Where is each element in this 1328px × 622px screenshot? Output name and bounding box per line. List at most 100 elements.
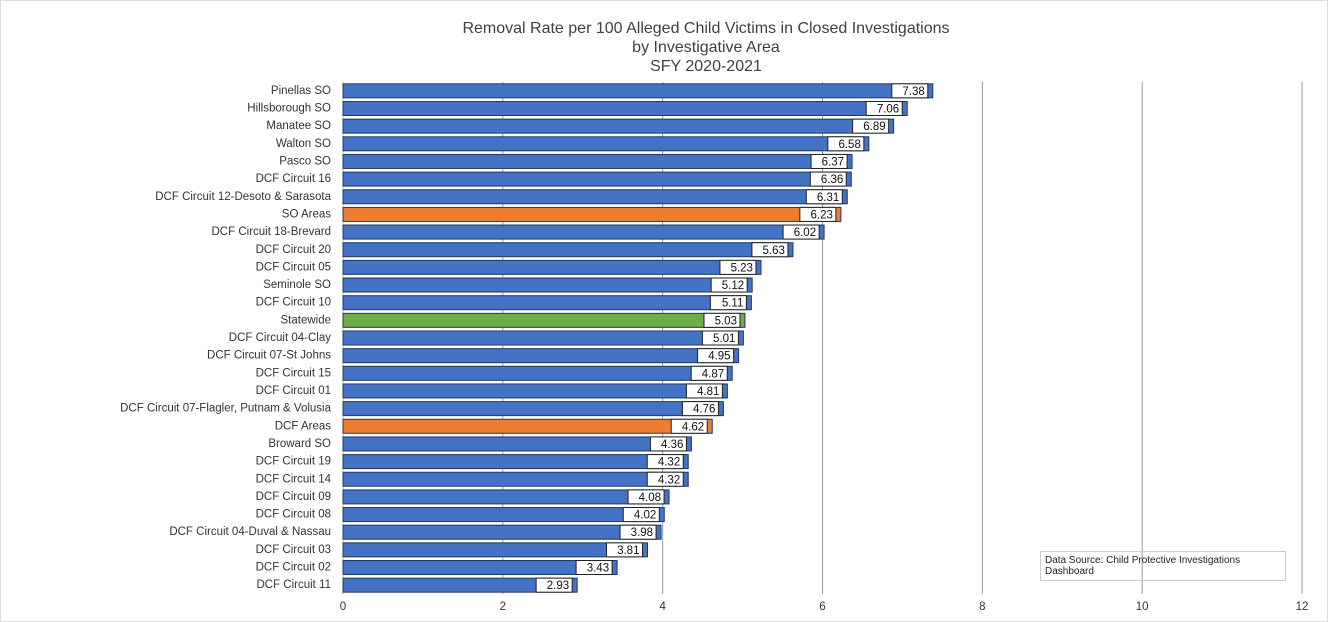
value-label-box — [709, 295, 747, 311]
y-tick-label: DCF Circuit 05 — [256, 261, 331, 273]
bar — [342, 224, 825, 240]
bar — [342, 401, 724, 417]
value-label-box — [891, 83, 929, 99]
bar — [342, 100, 908, 116]
y-tick-label: DCF Circuit 18-Brevard — [212, 226, 332, 238]
bar — [342, 454, 689, 470]
y-tick-label: Pasco SO — [279, 155, 331, 167]
value-label-box — [627, 489, 665, 505]
x-tick-label: 0 — [340, 601, 346, 613]
y-tick-label: Manatee SO — [266, 120, 331, 132]
x-tick-label: 8 — [979, 601, 985, 613]
value-label-box — [809, 171, 847, 187]
bar — [342, 365, 733, 381]
value-label-box — [805, 189, 843, 205]
value-label: 5.01 — [713, 333, 735, 345]
value-label: 5.03 — [715, 315, 737, 327]
value-label: 6.31 — [817, 192, 839, 204]
value-label: 4.76 — [693, 404, 715, 416]
y-tick-label: DCF Circuit 08 — [256, 509, 331, 521]
y-tick-label: DCF Circuit 16 — [256, 173, 331, 185]
value-label: 7.38 — [902, 86, 924, 98]
bar — [342, 118, 895, 134]
value-label: 5.63 — [763, 245, 785, 257]
value-label: 4.81 — [697, 386, 719, 398]
bar — [342, 171, 852, 187]
value-label: 3.81 — [617, 545, 639, 557]
y-tick-label: Hillsborough SO — [247, 103, 331, 115]
bar — [342, 330, 744, 346]
value-label: 4.32 — [658, 474, 680, 486]
bar — [342, 542, 648, 558]
value-label-box — [751, 242, 789, 258]
value-label: 6.89 — [863, 121, 885, 133]
value-label-box — [852, 118, 890, 134]
bar — [342, 348, 740, 364]
value-label-box — [810, 153, 848, 169]
value-label-box — [799, 206, 837, 222]
y-tick-label: DCF Circuit 04-Duval & Nassau — [169, 526, 331, 538]
value-label-box — [827, 136, 865, 152]
value-label-box — [605, 542, 643, 558]
y-tick-label: DCF Circuit 15 — [256, 367, 331, 379]
y-tick-label: DCF Circuit 03 — [256, 544, 331, 556]
x-tick-label: 12 — [1296, 601, 1309, 613]
value-label: 3.43 — [587, 563, 609, 575]
value-label: 4.36 — [661, 439, 683, 451]
y-tick-label: DCF Circuit 04-Clay — [229, 332, 331, 344]
y-tick-label: Seminole SO — [263, 279, 331, 291]
value-label: 6.36 — [821, 174, 843, 186]
chart-title: Removal Rate per 100 Alleged Child Victi… — [462, 20, 949, 37]
value-label: 3.98 — [631, 527, 653, 539]
y-tick-label: DCF Circuit 12-Desoto & Sarasota — [155, 191, 331, 203]
y-tick-label: DCF Circuit 07-Flagler, Putnam & Volusia — [120, 403, 332, 415]
x-tick-label: 10 — [1136, 601, 1149, 613]
bar — [342, 259, 762, 275]
value-label: 5.12 — [722, 280, 744, 292]
x-tick-label: 6 — [819, 601, 825, 613]
bar — [342, 312, 746, 328]
bar — [342, 560, 618, 576]
value-label-box — [697, 348, 735, 364]
bar — [342, 436, 692, 452]
value-label-box — [646, 454, 684, 470]
bar — [342, 153, 853, 169]
value-label-box — [622, 507, 660, 523]
value-label-box — [701, 330, 739, 346]
y-tick-label: DCF Circuit 02 — [256, 562, 331, 574]
y-tick-label: DCF Circuit 19 — [256, 456, 331, 468]
x-tick-label: 4 — [659, 601, 666, 613]
bar — [342, 524, 662, 540]
value-label: 4.32 — [658, 457, 680, 469]
value-label-box — [670, 418, 708, 434]
bar — [342, 507, 665, 523]
y-tick-label: DCF Circuit 11 — [256, 579, 331, 591]
value-label-box — [865, 100, 903, 116]
value-label: 6.02 — [794, 227, 816, 239]
y-tick-label: SO Areas — [282, 208, 331, 220]
bar — [342, 295, 752, 311]
y-tick-label: DCF Circuit 14 — [256, 473, 332, 485]
bar — [342, 277, 753, 293]
value-label: 4.62 — [682, 421, 704, 433]
y-tick-label: DCF Circuit 20 — [256, 244, 331, 256]
value-label-box — [575, 560, 613, 576]
value-label: 4.87 — [702, 368, 724, 380]
value-label: 5.23 — [731, 262, 753, 274]
value-label-box — [703, 312, 741, 328]
value-label: 4.95 — [708, 351, 730, 363]
source-note: Data Source: Child Protective Investigat… — [1040, 551, 1286, 581]
value-label-box — [685, 383, 723, 399]
bar — [342, 206, 842, 222]
bar — [342, 577, 578, 593]
value-label-box — [535, 577, 573, 593]
bar — [342, 471, 689, 487]
bar — [342, 83, 934, 99]
value-label: 6.58 — [838, 139, 860, 151]
value-label-box — [681, 401, 719, 417]
chart-title: by Investigative Area — [632, 39, 780, 56]
y-tick-label: DCF Circuit 10 — [256, 297, 331, 309]
value-label: 6.37 — [822, 156, 844, 168]
